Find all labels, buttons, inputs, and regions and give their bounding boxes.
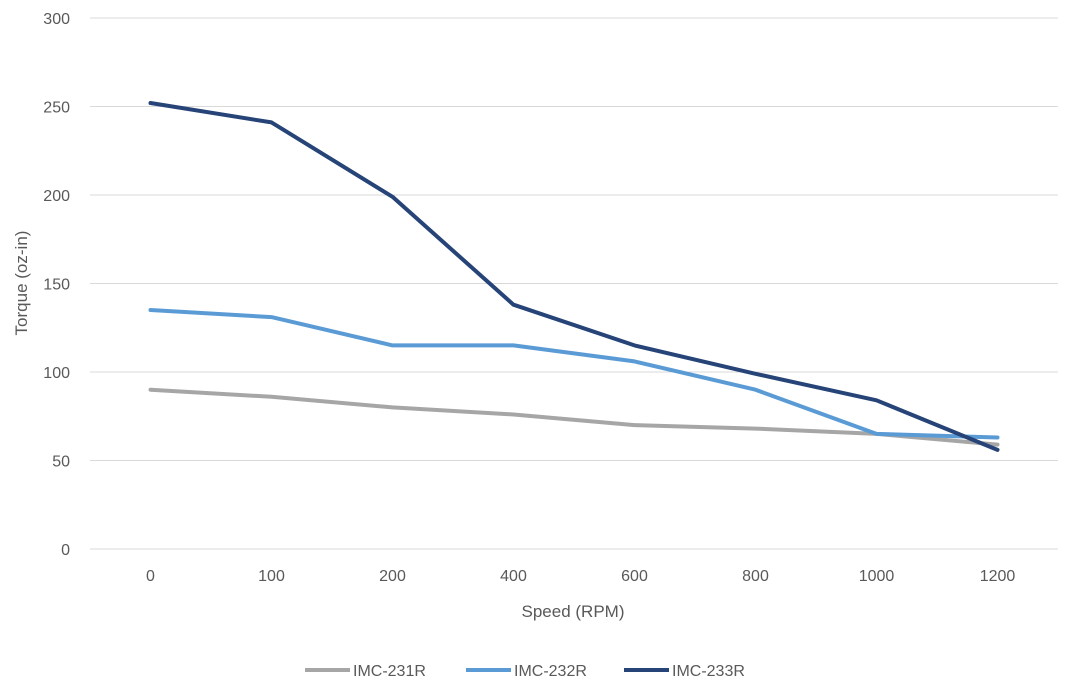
x-tick-label: 600 <box>621 568 648 585</box>
legend: IMC-231R IMC-232R IMC-233R <box>305 663 745 680</box>
x-tick-label: 1200 <box>980 568 1016 585</box>
legend-item-imc-231r: IMC-231R <box>305 663 426 680</box>
x-tick-label: 0 <box>146 568 155 585</box>
y-tick-label: 0 <box>61 542 70 559</box>
gridlines <box>90 17 1058 550</box>
series-line-imc-233r <box>148 101 1000 452</box>
y-axis-title: Torque (oz-in) <box>12 231 31 336</box>
x-tick-label: 100 <box>258 568 285 585</box>
y-axis-ticks: 0 50 100 150 200 250 300 <box>43 11 70 559</box>
x-tick-label: 400 <box>500 568 527 585</box>
x-axis-title: Speed (RPM) <box>522 602 625 621</box>
y-tick-label: 300 <box>43 11 70 28</box>
y-tick-label: 250 <box>43 100 70 117</box>
legend-label: IMC-232R <box>514 663 587 680</box>
x-tick-label: 800 <box>742 568 769 585</box>
y-tick-label: 100 <box>43 365 70 382</box>
legend-label: IMC-231R <box>353 663 426 680</box>
series-line-imc-231r <box>148 387 1000 447</box>
x-axis-ticks: 0 100 200 400 600 800 1000 1200 <box>146 568 1015 585</box>
legend-label: IMC-233R <box>672 663 745 680</box>
x-tick-label: 200 <box>379 568 406 585</box>
series-line-imc-232r <box>148 308 1000 440</box>
x-tick-label: 1000 <box>859 568 895 585</box>
y-tick-label: 150 <box>43 277 70 294</box>
y-tick-label: 50 <box>52 454 70 471</box>
legend-item-imc-232r: IMC-232R <box>466 663 587 680</box>
legend-item-imc-233r: IMC-233R <box>624 663 745 680</box>
y-tick-label: 200 <box>43 188 70 205</box>
series-lines <box>148 101 1000 452</box>
